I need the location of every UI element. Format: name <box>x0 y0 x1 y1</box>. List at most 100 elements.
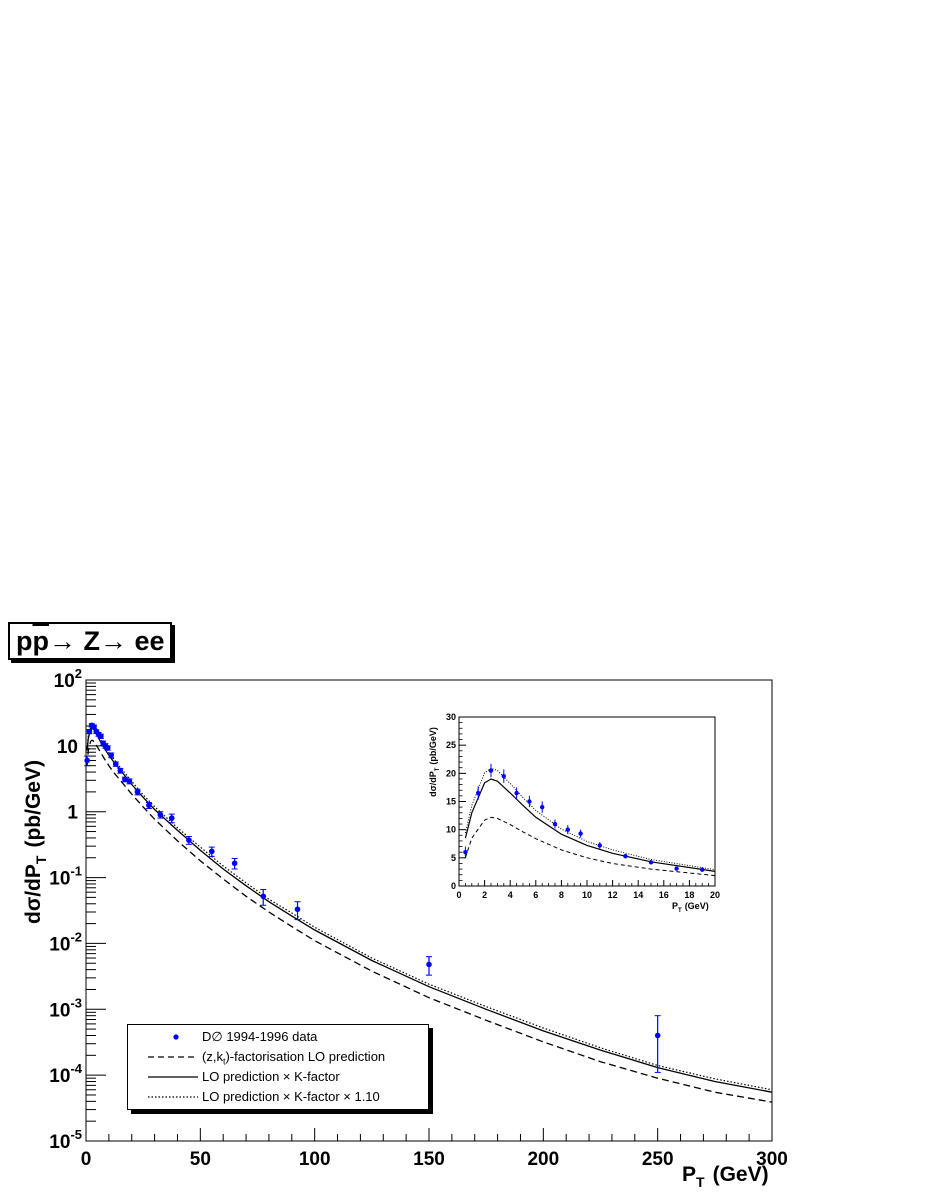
inset-data-point <box>700 867 705 872</box>
inset-curve-dotted <box>464 767 716 871</box>
inset-plot-frame <box>458 716 716 887</box>
inset-y-tick-label: 30 <box>446 712 456 722</box>
y-tick-label: 10-2 <box>49 929 82 955</box>
inset-x-tick-label: 8 <box>559 890 564 900</box>
data-point <box>112 761 119 767</box>
inset-data-point <box>463 850 468 855</box>
x-tick-label: 300 <box>756 1149 788 1170</box>
main-x-axis-title: PT (GeV) <box>682 1163 769 1190</box>
inset-x-tick-label: 10 <box>582 890 592 900</box>
inset-curve-solid <box>464 778 716 872</box>
y-tick-label: 10-1 <box>49 864 82 890</box>
plot-title-box: pp→ Z→ ee <box>8 622 172 660</box>
x-tick-label: 200 <box>527 1149 559 1170</box>
inset-data-point <box>552 821 558 827</box>
inset-data-points <box>463 763 705 872</box>
inset-data-point <box>527 799 532 804</box>
x-tick-label: 250 <box>642 1149 674 1170</box>
data-point <box>294 906 301 913</box>
inset-data-point <box>674 866 679 871</box>
y-tick-label: 10 <box>57 737 78 758</box>
data-point <box>654 1032 661 1039</box>
data-point <box>122 776 128 783</box>
legend-label: D∅ 1994-1996 data <box>202 1029 318 1044</box>
inset-x-tick-label: 0 <box>456 890 461 900</box>
inset-y-tick-label: 5 <box>451 853 456 863</box>
inset-data-point <box>578 831 583 836</box>
legend-entry-dotted: LO prediction × K-factor × 1.10 <box>128 1087 428 1107</box>
inset-data-point <box>540 804 545 810</box>
y-tick-label: 102 <box>54 666 82 692</box>
legend-label: (z,kt)-factorisation LO prediction <box>202 1049 386 1067</box>
inset-x-tick-label: 14 <box>633 890 643 900</box>
x-tick-label: 50 <box>190 1149 211 1170</box>
legend: D∅ 1994-1996 data (z,kt)-factorisation L… <box>127 1024 429 1110</box>
inset-data-point <box>514 790 519 796</box>
legend-entry-dashed: (z,kt)-factorisation LO prediction <box>128 1047 428 1067</box>
inset-curve-dashed <box>464 816 716 877</box>
title-pp: pp <box>16 626 49 656</box>
inset-data-point <box>476 790 481 796</box>
main-y-axis-title: dσ/dPT(pb/GeV) <box>22 760 49 924</box>
data-point <box>117 767 124 774</box>
inset-x-tick-label: 12 <box>608 890 618 900</box>
data-point <box>134 789 141 795</box>
inset-data-point <box>501 773 506 779</box>
inset-x-tick-label: 6 <box>533 890 538 900</box>
plot-title: pp→ Z→ ee <box>16 626 165 657</box>
data-point <box>91 723 97 730</box>
data-point <box>426 961 432 968</box>
inset-y-tick-label: 25 <box>446 740 456 750</box>
curve-dashed-zkt-lo <box>86 739 773 1103</box>
inset-data-point <box>488 768 494 773</box>
inset-x-tick-label: 18 <box>684 890 694 900</box>
inset-x-tick-label: 2 <box>482 890 487 900</box>
data-point <box>186 837 192 843</box>
inset-y-tick-label: 0 <box>451 881 456 891</box>
main-axes-tick-labels: 0 50 100 150 200 250 30010-510-410-310-210-111… <box>49 666 788 1170</box>
legend-label: LO prediction × K-factor <box>202 1069 340 1084</box>
inset-x-tick-label: 20 <box>710 890 720 900</box>
inset-y-tick-label: 15 <box>446 797 456 807</box>
legend-line-solid <box>148 1076 198 1078</box>
inset-data-point <box>648 860 654 865</box>
data-point <box>168 815 175 821</box>
data-point <box>98 733 104 740</box>
legend-marker-points <box>173 1034 179 1040</box>
legend-entry-solid: LO prediction × K-factor <box>128 1067 428 1087</box>
main-data-points <box>84 722 661 1073</box>
x-tick-label: 100 <box>299 1149 331 1170</box>
data-point <box>86 728 93 735</box>
data-point <box>260 893 267 900</box>
legend-label: LO prediction × K-factor × 1.10 <box>202 1089 380 1104</box>
inset-axes-tick-labels: 0 2 4 6 8 10 12 14 16 18 20 0 5 10 15 20 25 30 <box>446 712 720 900</box>
inset-data-point <box>565 827 570 832</box>
inset-y-axis-title: dσ/dPT(pb/GeV) <box>428 727 441 797</box>
x-tick-label: 150 <box>413 1149 445 1170</box>
data-point <box>208 848 215 855</box>
legend-entry-data: D∅ 1994-1996 data <box>128 1027 428 1047</box>
data-point <box>104 745 111 751</box>
x-tick-label: 0 <box>81 1149 92 1170</box>
data-point <box>231 860 238 867</box>
data-point <box>108 752 114 759</box>
data-point <box>146 802 152 809</box>
inset-data-point <box>623 853 628 859</box>
inset-x-tick-label: 4 <box>508 890 513 900</box>
y-tick-label: 10-3 <box>49 995 82 1021</box>
inset-x-axis-title: PT (GeV) <box>672 901 709 914</box>
title-rest: → Z→ ee <box>49 626 165 656</box>
inset-curves <box>464 767 716 877</box>
inset-y-tick-label: 20 <box>446 768 456 778</box>
inset-x-tick-label: 16 <box>659 890 669 900</box>
legend-line-dotted <box>148 1096 198 1098</box>
data-point <box>84 757 90 764</box>
y-tick-label: 10-4 <box>49 1061 82 1087</box>
data-point <box>157 811 164 818</box>
y-tick-label: 1 <box>67 803 78 824</box>
data-point <box>126 778 133 785</box>
inset-y-tick-label: 10 <box>446 825 456 835</box>
y-tick-label: 10-5 <box>49 1127 82 1153</box>
legend-line-dashed <box>148 1056 198 1058</box>
